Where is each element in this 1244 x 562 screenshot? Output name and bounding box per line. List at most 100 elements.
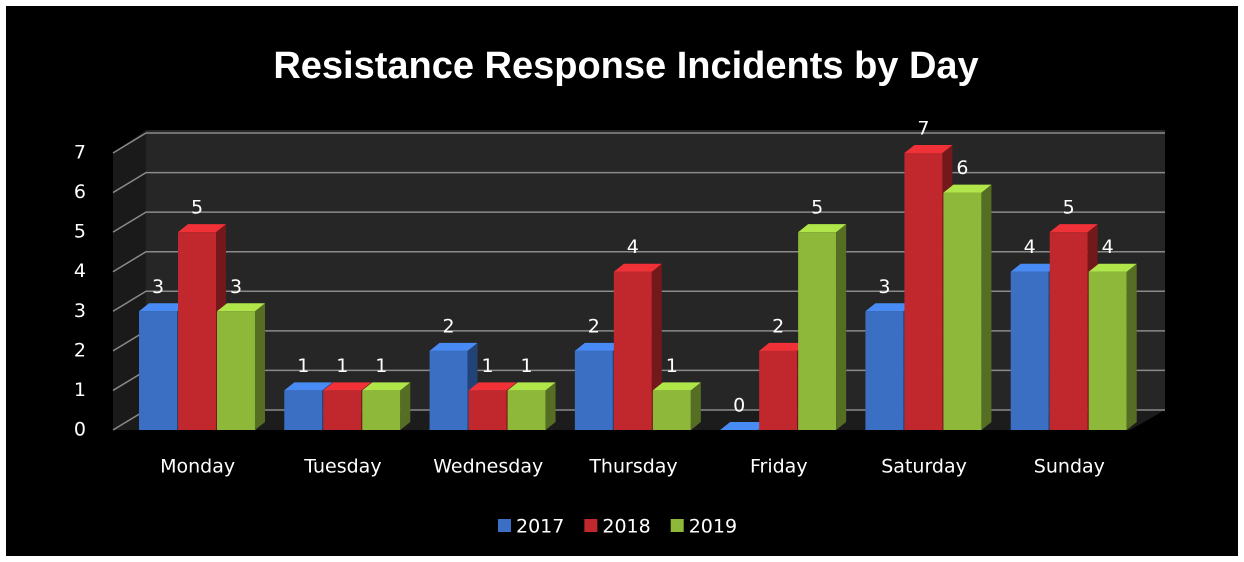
bar-front xyxy=(652,390,691,430)
bar-top xyxy=(720,422,769,430)
chart-title: Resistance Response Incidents by Day xyxy=(273,45,978,87)
bar-top xyxy=(904,145,953,153)
bar-top xyxy=(613,263,662,272)
value-label: 1 xyxy=(666,355,678,377)
bar-front xyxy=(323,390,362,430)
value-label: 2 xyxy=(443,315,455,337)
bar-front xyxy=(943,192,982,430)
bar-side xyxy=(545,382,556,430)
bar-top xyxy=(178,224,226,233)
bar-top xyxy=(759,342,808,351)
value-label: 1 xyxy=(482,355,494,377)
value-label: 5 xyxy=(1063,197,1075,219)
y-tick-label: 0 xyxy=(74,419,86,441)
value-label: 1 xyxy=(521,355,533,377)
grid-line xyxy=(112,211,1165,233)
value-label: 5 xyxy=(191,197,203,219)
bar-front xyxy=(217,311,255,430)
bar-top xyxy=(468,382,517,391)
value-label: 1 xyxy=(375,355,387,377)
x-tick-label: Saturday xyxy=(881,456,967,478)
bar xyxy=(507,382,556,430)
bar-front xyxy=(429,350,468,430)
bar-top xyxy=(865,303,914,312)
bar-front xyxy=(139,311,177,430)
bar-top xyxy=(139,303,187,312)
bar-front xyxy=(362,390,401,430)
value-label: 3 xyxy=(152,276,164,298)
bar-top xyxy=(574,342,623,351)
bar-top xyxy=(652,382,701,391)
value-label: 0 xyxy=(733,395,745,417)
y-tick-label: 7 xyxy=(74,142,86,164)
bar xyxy=(652,382,701,430)
value-label: 2 xyxy=(772,315,784,337)
bar-top xyxy=(362,382,411,391)
x-tick-label: Sunday xyxy=(1034,456,1105,478)
bar-side xyxy=(400,382,411,430)
value-label: 3 xyxy=(230,276,242,298)
bar xyxy=(217,303,265,430)
bar xyxy=(720,422,769,430)
bar-front xyxy=(904,153,943,430)
grid-line xyxy=(112,132,1165,154)
bar-front xyxy=(574,350,613,430)
x-tick-label: Tuesday xyxy=(303,456,381,478)
bar-front xyxy=(1088,271,1127,430)
bar xyxy=(362,382,411,430)
y-tick-label: 4 xyxy=(74,260,86,282)
y-tick-label: 3 xyxy=(74,300,86,322)
bar xyxy=(943,184,992,430)
x-tick-label: Wednesday xyxy=(433,456,543,478)
value-label: 3 xyxy=(878,276,890,298)
bar-top xyxy=(943,184,992,193)
value-label: 5 xyxy=(811,197,823,219)
bar-front xyxy=(468,390,507,430)
value-label: 1 xyxy=(336,355,348,377)
value-label: 4 xyxy=(1024,236,1036,258)
value-label: 1 xyxy=(297,355,309,377)
value-label: 2 xyxy=(588,315,600,337)
x-tick-label: Monday xyxy=(160,456,235,478)
legend-swatch xyxy=(670,519,684,532)
legend-label: 2019 xyxy=(689,516,737,538)
legend-label: 2017 xyxy=(516,516,564,538)
y-tick-label: 2 xyxy=(74,339,86,361)
y-tick-label: 5 xyxy=(74,221,86,243)
bar xyxy=(798,224,847,430)
bar-front xyxy=(178,232,216,430)
bar-front xyxy=(798,232,837,430)
bar-top xyxy=(1088,263,1137,272)
bar-side xyxy=(690,382,701,430)
bar-top xyxy=(429,342,478,351)
bar-front xyxy=(1010,271,1049,430)
bar-top xyxy=(507,382,556,391)
bar-top xyxy=(217,303,265,312)
bar-top xyxy=(323,382,372,391)
value-label: 4 xyxy=(627,236,639,258)
bar-side xyxy=(255,303,265,430)
y-tick-label: 6 xyxy=(74,181,86,203)
bar-front xyxy=(759,350,798,430)
bar-front xyxy=(865,311,904,430)
side-wall xyxy=(113,130,146,430)
bar-side xyxy=(981,184,992,430)
value-label: 7 xyxy=(917,118,929,140)
value-label: 4 xyxy=(1102,236,1114,258)
y-tick-label: 1 xyxy=(74,379,86,401)
grid-line xyxy=(112,171,1165,194)
bar-top xyxy=(1010,263,1059,272)
bar-top xyxy=(798,224,847,233)
bar xyxy=(1088,263,1137,430)
x-tick-label: Thursday xyxy=(588,456,677,478)
bar xyxy=(429,342,478,430)
legend-swatch xyxy=(584,519,598,532)
legend-label: 2018 xyxy=(602,516,650,538)
bar-front xyxy=(613,271,652,430)
x-tick-label: Friday xyxy=(750,456,808,478)
bar-front xyxy=(284,390,323,430)
bar-front xyxy=(507,390,546,430)
bar-top xyxy=(284,382,333,391)
